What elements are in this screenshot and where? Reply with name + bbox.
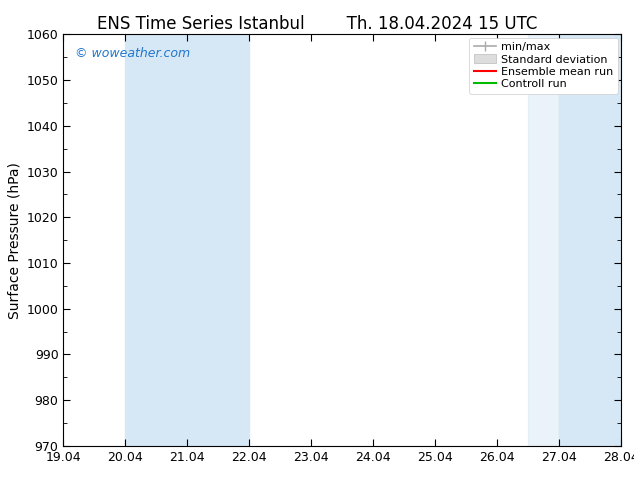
Legend: min/max, Standard deviation, Ensemble mean run, Controll run: min/max, Standard deviation, Ensemble me…: [469, 38, 618, 94]
Text: © woweather.com: © woweather.com: [75, 47, 190, 60]
Bar: [528, 34, 559, 446]
Y-axis label: Surface Pressure (hPa): Surface Pressure (hPa): [7, 162, 21, 318]
Text: ENS Time Series Istanbul        Th. 18.04.2024 15 UTC: ENS Time Series Istanbul Th. 18.04.2024 …: [97, 15, 537, 33]
Bar: [126, 34, 249, 446]
Bar: [559, 34, 621, 446]
